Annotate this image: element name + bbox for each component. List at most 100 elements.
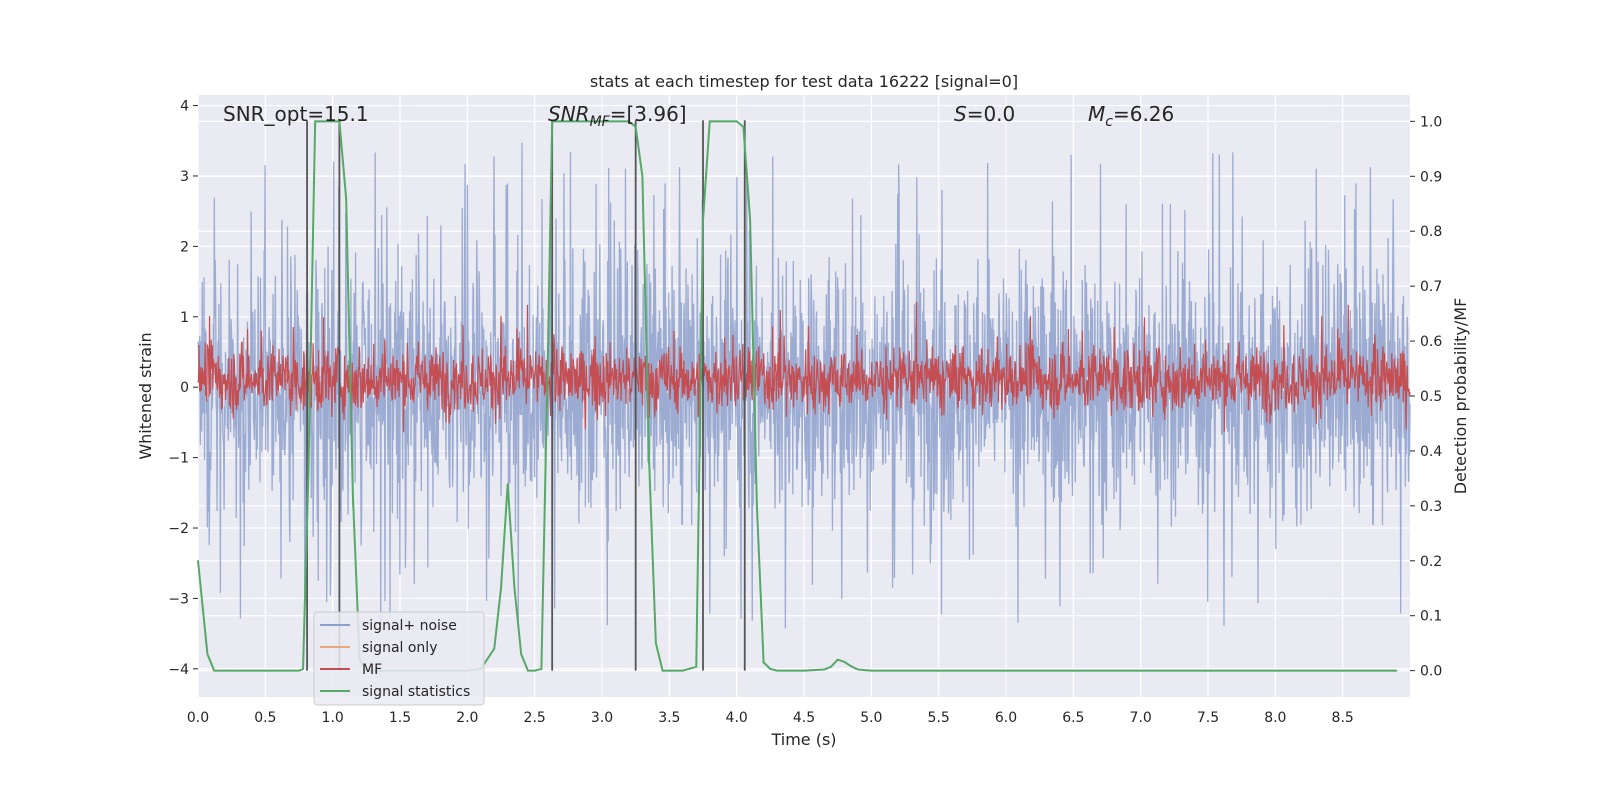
y-right-tick-label: 1.0 bbox=[1420, 114, 1442, 130]
legend-label-mf: MF bbox=[362, 662, 382, 678]
legend: signal+ noise signal only MF signal stat… bbox=[313, 611, 485, 706]
annotation-snr-mf-base: SNR bbox=[548, 102, 590, 126]
y-right-axis-ticks: 1.0 0.9 0.8 0.7 0.6 0.5 0.4 0.3 0.2 0.1 0.0 bbox=[1410, 114, 1442, 680]
point-signal-statistics bbox=[628, 120, 630, 123]
x-axis-label: Time (s) bbox=[770, 730, 836, 749]
annotation-mc-sub: c bbox=[1105, 114, 1113, 130]
x-tick-label: 5.5 bbox=[928, 710, 950, 726]
x-tick-label: 1.0 bbox=[322, 710, 344, 726]
legend-label-signal-noise: signal+ noise bbox=[362, 618, 457, 634]
y-left-axis-ticks: 4 3 2 1 0 −1 −2 −3 −4 bbox=[168, 99, 198, 678]
point-signal-statistics bbox=[870, 669, 873, 672]
y-right-tick-label: 0.1 bbox=[1420, 609, 1442, 625]
annotation-snr-opt: SNR_opt=15.1 bbox=[223, 102, 369, 126]
point-signal-statistics bbox=[1139, 669, 1142, 672]
y-right-tick-label: 0.5 bbox=[1420, 389, 1442, 405]
point-signal-statistics bbox=[533, 669, 536, 672]
point-signal-statistics bbox=[1395, 669, 1398, 672]
point-signal-statistics bbox=[1005, 669, 1007, 672]
point-signal-statistics bbox=[749, 219, 751, 222]
point-signal-statistics bbox=[803, 669, 805, 672]
point-signal-statistics bbox=[221, 669, 224, 672]
point-signal-statistics bbox=[237, 669, 240, 672]
y-left-tick-label: 1 bbox=[180, 310, 189, 326]
point-signal-statistics bbox=[331, 120, 334, 123]
x-tick-label: 3.0 bbox=[591, 710, 613, 726]
point-signal-statistics bbox=[307, 472, 310, 474]
y-right-tick-label: 0.4 bbox=[1420, 444, 1442, 460]
point-signal-statistics bbox=[352, 494, 354, 496]
y-right-tick-label: 0.3 bbox=[1420, 499, 1442, 515]
y-left-tick-label: 0 bbox=[180, 380, 189, 396]
point-signal-statistics bbox=[668, 669, 671, 672]
point-signal-statistics bbox=[655, 642, 657, 644]
vertical-lines bbox=[306, 120, 746, 671]
point-signal-statistics bbox=[567, 120, 570, 123]
point-signal-statistics bbox=[762, 661, 765, 664]
series-signal-noise bbox=[197, 142, 1411, 629]
point-signal-statistics bbox=[1274, 669, 1277, 672]
legend-label-signal-statistics: signal statistics bbox=[362, 684, 470, 700]
annotation-snr-mf-value: =[3.96] bbox=[610, 102, 687, 126]
point-signal-statistics bbox=[641, 175, 644, 178]
line-signal-noise bbox=[197, 142, 1411, 629]
legend-box bbox=[313, 611, 485, 706]
point-signal-statistics bbox=[776, 669, 778, 672]
y-left-tick-label: 2 bbox=[180, 239, 189, 255]
point-signal-statistics bbox=[338, 120, 341, 123]
point-signal-statistics bbox=[213, 669, 215, 672]
x-tick-label: 0.0 bbox=[187, 710, 209, 726]
annotation-s-value: =0.0 bbox=[967, 102, 1016, 126]
point-signal-statistics bbox=[823, 668, 825, 671]
x-tick-label: 6.0 bbox=[995, 710, 1017, 726]
point-signal-statistics bbox=[937, 669, 940, 672]
point-signal-statistics bbox=[206, 653, 209, 655]
point-signal-statistics bbox=[500, 587, 502, 590]
point-signal-statistics bbox=[702, 219, 704, 222]
x-tick-label: 8.5 bbox=[1332, 710, 1354, 726]
x-tick-label: 7.0 bbox=[1130, 710, 1152, 726]
point-signal-statistics bbox=[648, 461, 650, 463]
point-signal-statistics bbox=[634, 126, 637, 128]
point-signal-statistics bbox=[556, 120, 559, 123]
point-signal-statistics bbox=[661, 669, 664, 672]
annotation-mc: Mc=6.26 bbox=[1088, 102, 1174, 130]
point-signal-statistics bbox=[520, 653, 522, 655]
y-left-tick-label: −1 bbox=[168, 451, 189, 467]
x-tick-label: 2.5 bbox=[524, 710, 546, 726]
point-signal-statistics bbox=[506, 483, 509, 485]
point-signal-statistics bbox=[540, 668, 543, 670]
x-tick-label: 6.5 bbox=[1062, 710, 1084, 726]
series-mf bbox=[197, 302, 1411, 432]
line-mf bbox=[197, 302, 1411, 432]
y-left-tick-label: 4 bbox=[180, 99, 189, 115]
y-left-tick-label: −2 bbox=[168, 521, 189, 537]
chart-title: stats at each timestep for test data 162… bbox=[590, 72, 1018, 91]
y-left-axis-label: Whitened strain bbox=[136, 332, 155, 459]
point-signal-statistics bbox=[682, 669, 684, 672]
x-axis-ticks: 0.0 0.5 1.0 1.5 2.0 2.5 3.0 3.5 4.0 4.5 5.0 5.5 6.0 6… bbox=[187, 710, 1354, 726]
point-signal-statistics bbox=[551, 120, 553, 123]
point-signal-statistics bbox=[742, 126, 745, 128]
point-signal-statistics bbox=[735, 120, 738, 123]
x-tick-label: 0.5 bbox=[254, 710, 276, 726]
point-signal-statistics bbox=[708, 120, 711, 123]
y-right-tick-label: 0.9 bbox=[1420, 169, 1442, 185]
y-right-tick-label: 0.8 bbox=[1420, 224, 1442, 240]
y-right-tick-label: 0.7 bbox=[1420, 279, 1442, 295]
y-left-tick-label: 3 bbox=[180, 169, 189, 185]
y-right-axis-label: Detection probability/MF bbox=[1451, 298, 1470, 495]
point-signal-statistics bbox=[493, 647, 496, 650]
point-signal-statistics bbox=[298, 669, 300, 672]
point-signal-statistics bbox=[527, 669, 529, 672]
x-tick-label: 4.0 bbox=[726, 710, 748, 726]
point-signal-statistics bbox=[756, 505, 758, 507]
point-signal-statistics bbox=[695, 665, 698, 668]
x-tick-label: 4.5 bbox=[793, 710, 815, 726]
point-signal-statistics bbox=[302, 668, 304, 670]
point-signal-statistics bbox=[843, 661, 846, 663]
point-signal-statistics bbox=[264, 669, 267, 672]
point-signal-statistics bbox=[314, 120, 316, 123]
y-right-tick-label: 0.2 bbox=[1420, 554, 1442, 570]
